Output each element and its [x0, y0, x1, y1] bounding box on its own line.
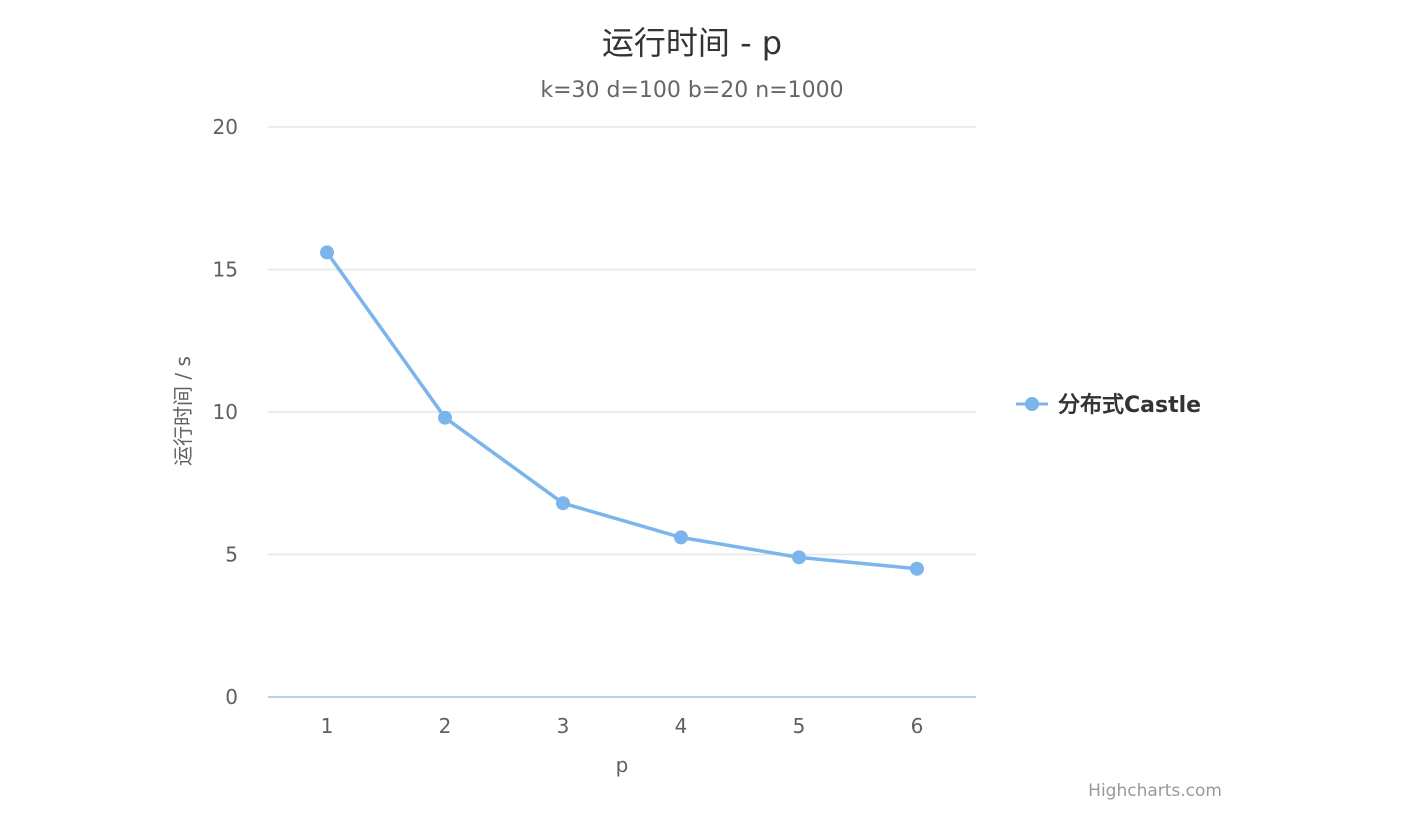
series-group — [320, 245, 924, 576]
y-axis-title: 运行时间 / s — [171, 356, 195, 466]
y-tick-label: 15 — [213, 258, 238, 282]
legend-item-label[interactable]: 分布式Castle — [1058, 392, 1201, 418]
y-axis-ticks: 0 5 10 15 20 — [213, 115, 238, 709]
credits-link[interactable]: Highcharts.com — [1088, 781, 1222, 801]
series-line — [325, 250, 919, 571]
data-point[interactable] — [910, 561, 924, 576]
x-axis-title: p — [616, 753, 629, 777]
y-tick-label: 0 — [225, 685, 238, 709]
y-tick-label: 5 — [225, 543, 238, 567]
y-tick-label: 20 — [213, 115, 238, 139]
x-axis-ticks: 1 2 3 4 5 6 — [321, 714, 924, 738]
data-point[interactable] — [438, 410, 452, 425]
x-tick-label: 2 — [439, 714, 452, 738]
grid-lines — [268, 126, 976, 698]
chart-title: 运行时间 - p — [602, 24, 782, 62]
x-tick-label: 3 — [557, 714, 570, 738]
chart-subtitle: k=30 d=100 b=20 n=1000 — [540, 78, 843, 103]
legend-symbol-marker — [1025, 397, 1039, 411]
x-tick-label: 1 — [321, 714, 334, 738]
data-point[interactable] — [674, 530, 688, 545]
x-tick-label: 6 — [911, 714, 924, 738]
x-tick-label: 5 — [793, 714, 806, 738]
legend[interactable]: 分布式Castle — [1016, 392, 1201, 418]
data-point[interactable] — [320, 245, 334, 260]
x-tick-label: 4 — [675, 714, 688, 738]
data-point[interactable] — [556, 496, 570, 511]
y-tick-label: 10 — [213, 400, 238, 424]
data-point[interactable] — [792, 550, 806, 565]
